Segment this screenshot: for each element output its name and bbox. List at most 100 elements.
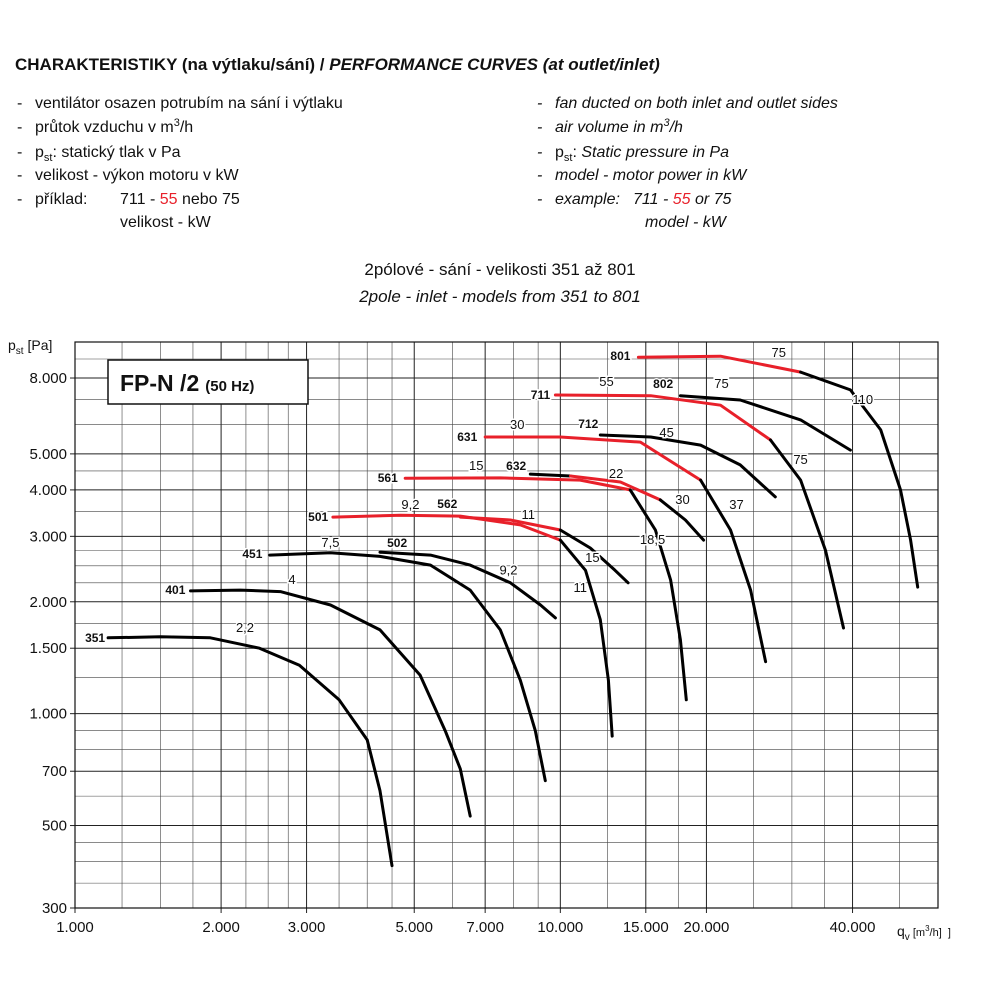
power-label: 7,5 xyxy=(321,535,339,550)
curves xyxy=(106,354,920,868)
y-tick-label: 2.000 xyxy=(29,594,67,611)
bullet: - xyxy=(537,144,542,161)
note-highlight: 55 xyxy=(673,191,691,208)
y-label-part: [Pa] xyxy=(24,337,53,353)
note: example: xyxy=(555,191,620,208)
note-sup: 3 xyxy=(174,117,180,129)
y-tick-label: 5.000 xyxy=(29,446,67,463)
power-label: 4 xyxy=(288,572,295,587)
fan-curve xyxy=(483,435,703,482)
power-label: 15 xyxy=(469,458,483,473)
power-label: 9,2 xyxy=(499,562,517,577)
bullet: - xyxy=(17,191,22,208)
note-part: air volume in m xyxy=(555,119,663,136)
x-label-part: q xyxy=(897,923,905,939)
fan-curve xyxy=(678,394,852,452)
x-tick-label: 2.000 xyxy=(202,919,240,936)
bullet: - xyxy=(17,119,22,136)
note: pst: Static pressure in Pa xyxy=(555,144,729,164)
note: 711 - 55 or 75 xyxy=(633,191,732,208)
y-label-sub: st xyxy=(16,346,24,357)
x-label-sub: v xyxy=(905,932,910,943)
fan-curve xyxy=(568,474,662,502)
fan-curve xyxy=(699,478,768,664)
y-tick-label: 8.000 xyxy=(29,370,67,387)
note: fan ducted on both inlet and outlet side… xyxy=(555,95,838,112)
bullet: - xyxy=(17,95,22,112)
fan-curve xyxy=(658,498,706,542)
bullet: - xyxy=(537,95,542,112)
y-tick-label: 4.000 xyxy=(29,482,67,499)
x-tick-label: 7.000 xyxy=(466,919,504,936)
y-tick-label: 1.500 xyxy=(29,640,67,657)
x-axis-label: qv [m3/h] ] xyxy=(897,923,951,943)
notes-cz: - ventilátor osazen potrubím na sání i v… xyxy=(17,95,343,231)
fan-curve xyxy=(799,370,920,589)
fan-curve xyxy=(189,588,472,818)
model-label: 562 xyxy=(437,497,457,511)
note-part: : statický tlak v Pa xyxy=(52,144,180,161)
fan-curve xyxy=(106,635,394,868)
bullet: - xyxy=(537,167,542,184)
model-label: 712 xyxy=(578,417,598,431)
power-label: 22 xyxy=(609,466,623,481)
power-label: 15 xyxy=(585,550,599,565)
power-label: 55 xyxy=(599,374,613,389)
bullet: - xyxy=(17,167,22,184)
x-tick-label: 20.000 xyxy=(683,919,729,936)
power-label: 37 xyxy=(729,497,743,512)
y-tick-label: 300 xyxy=(42,900,67,917)
power-label: 45 xyxy=(659,425,673,440)
note: pst: statický tlak v Pa xyxy=(35,144,181,164)
x-tick-label: 10.000 xyxy=(537,919,583,936)
note-part: nebo 75 xyxy=(178,191,240,208)
note: ventilátor osazen potrubím na sání i výt… xyxy=(35,95,343,112)
fan-curve xyxy=(628,488,688,702)
note: air volume in m3/h xyxy=(555,117,683,136)
x-tick-label: 1.000 xyxy=(56,919,94,936)
note-part: p xyxy=(35,144,44,161)
model-label: 502 xyxy=(387,536,407,550)
title: CHARAKTERISTIKY (na výtlaku/sání) / PERF… xyxy=(15,55,660,74)
x-tick-label: 5.000 xyxy=(395,919,433,936)
labels: 1.000 2.000 3.000 5.000 7.000 10.000 15.000 20.… xyxy=(29,344,876,936)
plot-border xyxy=(74,341,939,909)
note-part: Static pressure in Pa xyxy=(581,144,729,161)
note-sub: st xyxy=(564,152,573,164)
power-label: 75 xyxy=(714,376,728,391)
power-label: 11 xyxy=(522,507,536,522)
fan-curve xyxy=(636,354,803,374)
note: 711 - 55 nebo 75 xyxy=(120,191,240,208)
note-part: 711 - xyxy=(120,191,160,208)
model-label: 351 xyxy=(85,631,105,645)
fan-curve xyxy=(268,551,547,783)
fan-curve xyxy=(528,472,572,478)
power-label: 11 xyxy=(573,580,587,595)
note-part: /h xyxy=(669,119,683,136)
model-label: 451 xyxy=(242,547,262,561)
fan-curve xyxy=(598,433,777,499)
power-label: 18,5 xyxy=(640,532,665,547)
power-label: 30 xyxy=(675,492,689,507)
note: průtok vzduchu v m3/h xyxy=(35,117,193,136)
x-tick-label: 40.000 xyxy=(830,919,876,936)
y-tick-label: 700 xyxy=(42,763,67,780)
box-title: FP-N /2 (50 Hz) xyxy=(120,370,254,396)
note: velikost - kW xyxy=(120,214,212,231)
power-label: 9,2 xyxy=(401,497,419,512)
x-tick-label: 15.000 xyxy=(623,919,669,936)
y-tick-label: 500 xyxy=(42,818,67,835)
power-label: 2,2 xyxy=(236,620,254,635)
model-label: 801 xyxy=(610,349,630,363)
title-en: PERFORMANCE CURVES (at outlet/inlet) xyxy=(329,55,660,74)
model-label: 802 xyxy=(653,377,673,391)
note-part: p xyxy=(555,144,564,161)
model-label: 561 xyxy=(378,471,398,485)
box-subtitle: (50 Hz) xyxy=(205,378,254,395)
power-label: 110 xyxy=(852,392,873,407)
subtitle-cz: 2pólové - sání - velikosti 351 až 801 xyxy=(364,260,635,279)
note: model - kW xyxy=(645,214,728,231)
subtitle-en: 2pole - inlet - models from 351 to 801 xyxy=(358,287,641,306)
